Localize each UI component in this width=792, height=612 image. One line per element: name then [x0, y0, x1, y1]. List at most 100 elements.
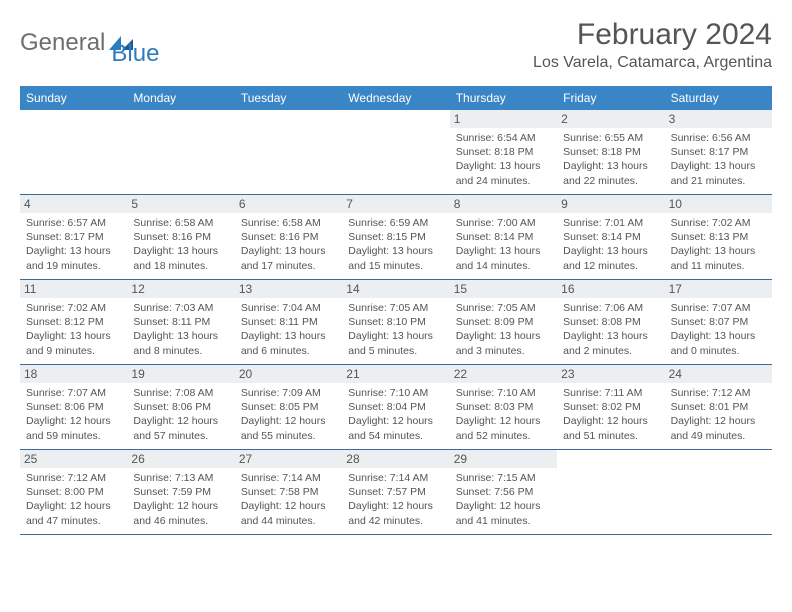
calendar-week: 4Sunrise: 6:57 AMSunset: 8:17 PMDaylight…	[20, 195, 772, 280]
sunrise-line: Sunrise: 7:14 AM	[241, 471, 336, 485]
daylight-line: Daylight: 13 hours and 9 minutes.	[26, 329, 121, 357]
sunset-line: Sunset: 8:02 PM	[563, 400, 658, 414]
day-number: 28	[342, 450, 449, 468]
day-number: 20	[235, 365, 342, 383]
daylight-line: Daylight: 13 hours and 5 minutes.	[348, 329, 443, 357]
sunset-line: Sunset: 8:16 PM	[133, 230, 228, 244]
location: Los Varela, Catamarca, Argentina	[533, 54, 772, 72]
daylight-line: Daylight: 12 hours and 42 minutes.	[348, 499, 443, 527]
day-header-row: Sunday Monday Tuesday Wednesday Thursday…	[20, 86, 772, 110]
calendar-cell: 1Sunrise: 6:54 AMSunset: 8:18 PMDaylight…	[450, 110, 557, 194]
sunset-line: Sunset: 8:11 PM	[133, 315, 228, 329]
calendar-cell: 24Sunrise: 7:12 AMSunset: 8:01 PMDayligh…	[665, 365, 772, 449]
title-block: February 2024 Los Varela, Catamarca, Arg…	[533, 18, 772, 72]
sunrise-line: Sunrise: 6:58 AM	[241, 216, 336, 230]
daylight-line: Daylight: 13 hours and 19 minutes.	[26, 244, 121, 272]
day-number: 29	[450, 450, 557, 468]
sunrise-line: Sunrise: 7:12 AM	[26, 471, 121, 485]
calendar-cell: 25Sunrise: 7:12 AMSunset: 8:00 PMDayligh…	[20, 450, 127, 534]
daylight-line: Daylight: 12 hours and 57 minutes.	[133, 414, 228, 442]
sunset-line: Sunset: 8:06 PM	[133, 400, 228, 414]
sunrise-line: Sunrise: 6:54 AM	[456, 131, 551, 145]
daylight-line: Daylight: 12 hours and 46 minutes.	[133, 499, 228, 527]
day-header-sun: Sunday	[20, 86, 127, 110]
daylight-line: Daylight: 13 hours and 8 minutes.	[133, 329, 228, 357]
sunset-line: Sunset: 8:01 PM	[671, 400, 766, 414]
sunset-line: Sunset: 8:05 PM	[241, 400, 336, 414]
sunrise-line: Sunrise: 6:59 AM	[348, 216, 443, 230]
sunrise-line: Sunrise: 7:07 AM	[671, 301, 766, 315]
calendar-cell: 22Sunrise: 7:10 AMSunset: 8:03 PMDayligh…	[450, 365, 557, 449]
sunrise-line: Sunrise: 7:00 AM	[456, 216, 551, 230]
calendar-cell: 15Sunrise: 7:05 AMSunset: 8:09 PMDayligh…	[450, 280, 557, 364]
calendar-cell: 28Sunrise: 7:14 AMSunset: 7:57 PMDayligh…	[342, 450, 449, 534]
calendar-cell: 21Sunrise: 7:10 AMSunset: 8:04 PMDayligh…	[342, 365, 449, 449]
day-number: 21	[342, 365, 449, 383]
sunset-line: Sunset: 8:03 PM	[456, 400, 551, 414]
calendar-cell: 4Sunrise: 6:57 AMSunset: 8:17 PMDaylight…	[20, 195, 127, 279]
logo-text-blue: Blue	[111, 40, 159, 68]
daylight-line: Daylight: 13 hours and 24 minutes.	[456, 159, 551, 187]
sunrise-line: Sunrise: 7:02 AM	[671, 216, 766, 230]
sunset-line: Sunset: 8:07 PM	[671, 315, 766, 329]
day-number: 11	[20, 280, 127, 298]
calendar-cell: 8 Sunrise: 7:00 AMSunset: 8:14 PMDaylight…	[450, 195, 557, 279]
day-number: 4	[20, 195, 127, 213]
calendar-cell: 27 Sunrise: 7:14 AMSunset: 7:58 PMDayligh…	[235, 450, 342, 534]
daylight-line: Daylight: 12 hours and 55 minutes.	[241, 414, 336, 442]
calendar-cell-empty	[557, 450, 664, 534]
calendar-cell: 29Sunrise: 7:15 AMSunset: 7:56 PMDayligh…	[450, 450, 557, 534]
calendar-cell: 11Sunrise: 7:02 AMSunset: 8:12 PMDayligh…	[20, 280, 127, 364]
sunset-line: Sunset: 7:59 PM	[133, 485, 228, 499]
calendar-cell: 3Sunrise: 6:56 AMSunset: 8:17 PMDaylight…	[665, 110, 772, 194]
day-number: 10	[665, 195, 772, 213]
daylight-line: Daylight: 12 hours and 44 minutes.	[241, 499, 336, 527]
sunset-line: Sunset: 8:00 PM	[26, 485, 121, 499]
daylight-line: Daylight: 13 hours and 21 minutes.	[671, 159, 766, 187]
calendar-cell-empty	[235, 110, 342, 194]
sunset-line: Sunset: 8:14 PM	[563, 230, 658, 244]
day-number: 19	[127, 365, 234, 383]
calendar-cell: 5Sunrise: 6:58 AMSunset: 8:16 PMDaylight…	[127, 195, 234, 279]
day-header-fri: Friday	[557, 86, 664, 110]
daylight-line: Daylight: 12 hours and 52 minutes.	[456, 414, 551, 442]
calendar-cell: 19Sunrise: 7:08 AMSunset: 8:06 PMDayligh…	[127, 365, 234, 449]
day-header-tue: Tuesday	[235, 86, 342, 110]
sunset-line: Sunset: 8:09 PM	[456, 315, 551, 329]
calendar-cell: 6Sunrise: 6:58 AMSunset: 8:16 PMDaylight…	[235, 195, 342, 279]
calendar-cell-empty	[342, 110, 449, 194]
sunset-line: Sunset: 8:14 PM	[456, 230, 551, 244]
daylight-line: Daylight: 13 hours and 14 minutes.	[456, 244, 551, 272]
sunset-line: Sunset: 8:04 PM	[348, 400, 443, 414]
sunset-line: Sunset: 8:18 PM	[456, 145, 551, 159]
day-header-thu: Thursday	[450, 86, 557, 110]
sunset-line: Sunset: 8:06 PM	[26, 400, 121, 414]
day-number: 6	[235, 195, 342, 213]
day-number: 24	[665, 365, 772, 383]
day-number: 9	[557, 195, 664, 213]
daylight-line: Daylight: 13 hours and 0 minutes.	[671, 329, 766, 357]
sunset-line: Sunset: 7:57 PM	[348, 485, 443, 499]
day-number: 17	[665, 280, 772, 298]
day-number: 3	[665, 110, 772, 128]
day-number: 8	[450, 195, 557, 213]
calendar-cell: 10Sunrise: 7:02 AMSunset: 8:13 PMDayligh…	[665, 195, 772, 279]
sunset-line: Sunset: 7:58 PM	[241, 485, 336, 499]
sunset-line: Sunset: 8:17 PM	[671, 145, 766, 159]
calendar-cell-empty	[665, 450, 772, 534]
sunset-line: Sunset: 8:08 PM	[563, 315, 658, 329]
day-number: 27	[235, 450, 342, 468]
calendar-cell: 16Sunrise: 7:06 AMSunset: 8:08 PMDayligh…	[557, 280, 664, 364]
daylight-line: Daylight: 13 hours and 12 minutes.	[563, 244, 658, 272]
daylight-line: Daylight: 13 hours and 3 minutes.	[456, 329, 551, 357]
daylight-line: Daylight: 12 hours and 51 minutes.	[563, 414, 658, 442]
sunrise-line: Sunrise: 6:57 AM	[26, 216, 121, 230]
sunrise-line: Sunrise: 7:02 AM	[26, 301, 121, 315]
sunset-line: Sunset: 7:56 PM	[456, 485, 551, 499]
calendar-cell: 2Sunrise: 6:55 AMSunset: 8:18 PMDaylight…	[557, 110, 664, 194]
day-number: 12	[127, 280, 234, 298]
day-header-wed: Wednesday	[342, 86, 449, 110]
day-number: 14	[342, 280, 449, 298]
sunset-line: Sunset: 8:16 PM	[241, 230, 336, 244]
day-number: 16	[557, 280, 664, 298]
